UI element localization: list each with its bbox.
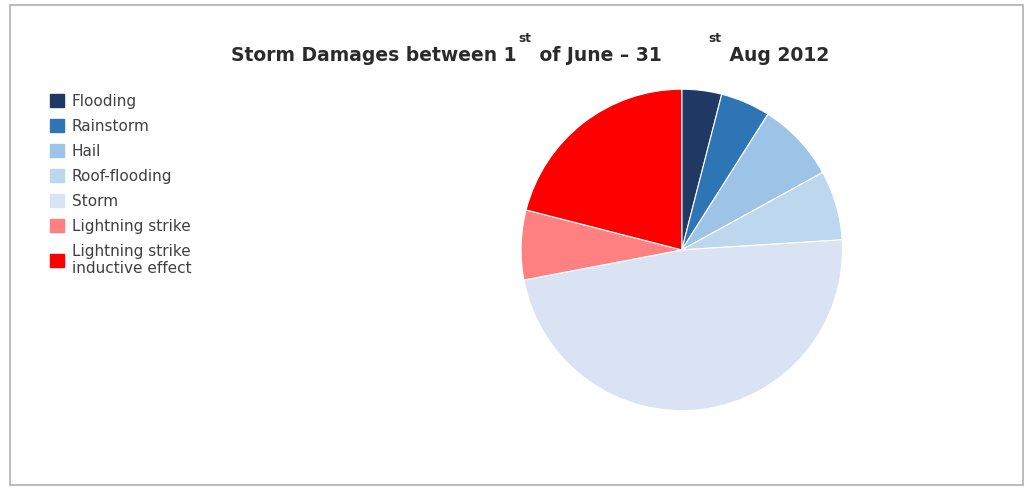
Wedge shape bbox=[682, 94, 768, 250]
Wedge shape bbox=[682, 114, 822, 250]
Legend: Flooding, Rainstorm, Hail, Roof-flooding, Storm, Lightning strike, Lightning str: Flooding, Rainstorm, Hail, Roof-flooding… bbox=[48, 91, 194, 279]
Wedge shape bbox=[682, 89, 722, 250]
Wedge shape bbox=[524, 240, 843, 411]
Wedge shape bbox=[526, 89, 682, 250]
Text: Aug 2012: Aug 2012 bbox=[723, 46, 829, 65]
Text: st: st bbox=[519, 32, 532, 46]
Text: st: st bbox=[709, 32, 722, 46]
Text: of June – 31: of June – 31 bbox=[533, 46, 662, 65]
Wedge shape bbox=[682, 172, 842, 250]
Wedge shape bbox=[521, 210, 682, 280]
Text: Storm Damages between 1: Storm Damages between 1 bbox=[231, 46, 516, 65]
